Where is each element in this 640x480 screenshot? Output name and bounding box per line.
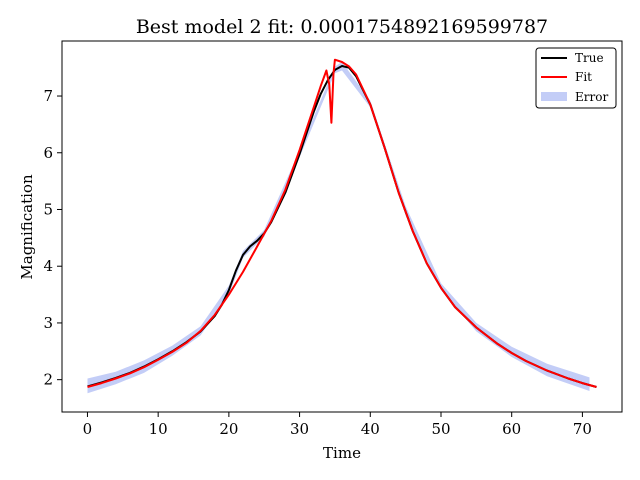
x-tick-label: 60	[502, 420, 521, 438]
x-tick-label: 30	[290, 420, 309, 438]
y-tick-label: 6	[43, 144, 53, 162]
x-axis-label: Time	[323, 444, 361, 462]
x-tick-label: 70	[573, 420, 592, 438]
x-tick-label: 40	[361, 420, 380, 438]
axes-frame	[61, 40, 623, 413]
chart-title: Best model 2 fit: 0.0001754892169599787	[136, 16, 548, 38]
y-tick-label: 3	[43, 314, 53, 332]
legend-label-error: Error	[575, 90, 608, 104]
legend-swatch-error	[541, 92, 567, 101]
legend-label-true: True	[575, 51, 604, 65]
plot-area	[87, 58, 597, 394]
y-tick-label: 2	[43, 371, 53, 389]
y-tick-label: 4	[43, 257, 53, 275]
y-axis-label: Magnification	[18, 174, 36, 280]
x-tick-label: 50	[431, 420, 450, 438]
x-tick-label: 20	[219, 420, 238, 438]
y-tick-label: 5	[43, 200, 53, 218]
y-axis: 2 3 4 5 6 7	[43, 87, 62, 389]
true-line	[87, 65, 597, 388]
x-tick-label: 0	[83, 420, 93, 438]
x-tick-label: 10	[149, 420, 168, 438]
error-band	[87, 62, 590, 394]
legend-label-fit: Fit	[575, 70, 592, 84]
legend: True Fit Error	[535, 47, 617, 109]
x-axis: 0 10 20 30 40 50 60 70	[83, 412, 592, 438]
y-tick-label: 7	[43, 87, 53, 105]
fit-line	[87, 58, 597, 388]
